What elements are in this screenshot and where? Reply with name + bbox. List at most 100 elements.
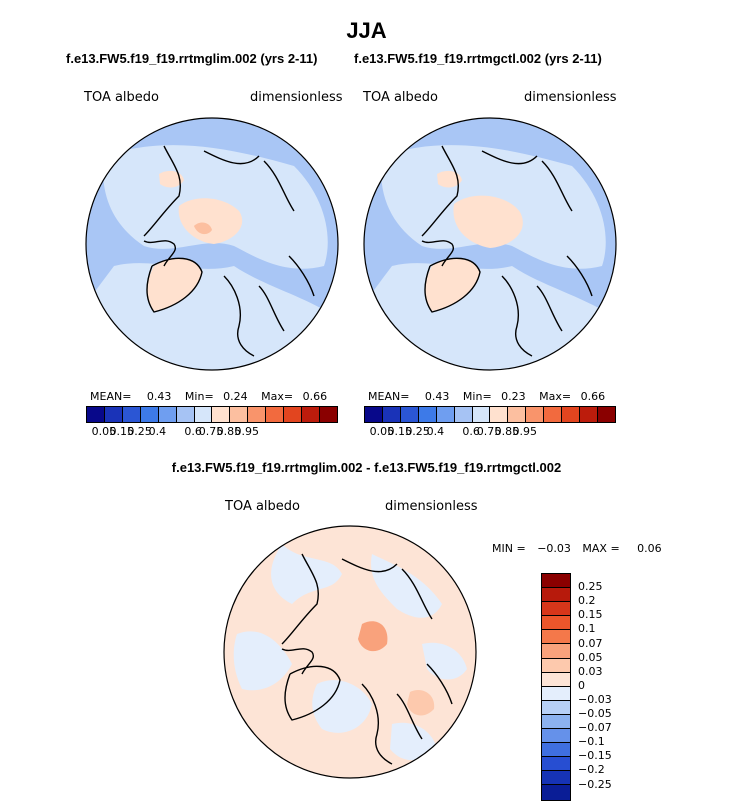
colorbar-label: −0.1 [578,735,605,749]
colorbar-swatch [542,686,570,701]
colorbar-label: 0.2 [578,594,596,608]
colorbar-label: 0.15 [387,425,412,438]
diff-polar-map [223,525,477,779]
left-variable-label: TOA albedo [84,90,160,105]
colorbar-swatch [365,407,383,422]
colorbar-label: 0.85 [494,425,520,438]
colorbar-swatch [436,407,455,422]
greenland-fill [425,258,480,311]
max-label: MAX = [582,542,620,555]
min-value: −0.03 [537,542,571,555]
colorbar-swatch [544,407,563,422]
colorbar-label: 0.4 [426,425,445,438]
colorbar-label: 0.25 [127,425,152,438]
region-fill [271,544,342,604]
region-fill [233,631,292,691]
colorbar-swatch [542,729,570,744]
right-colorbar-labels: 0.05 0.15 0.25 0.4 0.6 0.75 0.85 0.95 [364,425,614,439]
max-label: Max= [539,390,572,403]
max-value: 0.66 [302,390,328,403]
diff-stats: MIN = −0.03 MAX = 0.06 [492,542,662,555]
colorbar-label: 0.25 [405,425,430,438]
colorbar-swatch [302,407,320,422]
left-polar-map [85,117,339,371]
colorbar-swatch [382,407,401,422]
max-value: 0.06 [637,542,662,555]
diff-variable-label: TOA albedo [225,499,301,514]
colorbar-swatch [542,771,570,786]
colorbar-label: −0.15 [578,749,612,763]
colorbar-swatch [472,407,491,422]
colorbar-swatch [542,714,570,730]
right-variable-label: TOA albedo [363,90,439,105]
colorbar-swatch [230,407,249,422]
right-polar-map [363,117,617,371]
colorbar-label: 0.95 [234,425,259,438]
colorbar-label: 0.05 [91,425,117,438]
left-colorbar [86,406,338,423]
colorbar-swatch [284,407,303,422]
colorbar-swatch [542,602,570,617]
colorbar-label: −0.03 [578,692,612,706]
coastline [281,553,453,765]
arctic-ocean-fill [453,195,523,248]
colorbar-label: −0.2 [578,763,605,777]
diff-panel-title: f.e13.FW5.f19_f19.rrtmglim.002 - f.e13.F… [171,460,562,475]
colorbar-label: −0.05 [578,707,612,720]
colorbar-swatch [542,644,570,659]
colorbar-swatch [400,407,419,422]
colorbar-swatch [542,574,570,589]
anomaly-fill [358,621,388,652]
colorbar-swatch [194,407,213,422]
mean-label: MEAN= [368,390,410,403]
right-colorbar [364,406,616,423]
right-units-label: dimensionless [524,90,617,105]
colorbar-label: 0.75 [198,425,224,438]
colorbar-swatch [542,616,570,631]
colorbar-label: 0.6 [462,425,480,438]
colorbar-label: 0.07 [578,636,603,650]
colorbar-label: 0.05 [578,650,603,664]
map-border [223,525,477,779]
min-label: Min= [184,390,214,403]
colorbar-label: 0.25 [578,580,603,594]
region-fill [159,170,184,188]
min-value: 0.23 [501,390,526,403]
region-fill [437,170,462,188]
colorbar-swatch [542,700,570,715]
colorbar-swatch [508,407,527,422]
colorbar-swatch [542,743,570,758]
map-border [363,117,617,371]
colorbar-swatch [319,407,337,422]
colorbar-label: 0.05 [369,425,395,438]
right-panel-title: f.e13.FW5.f19_f19.rrtmgctl.002 (yrs 2-11… [354,51,602,66]
left-units-label: dimensionless [250,90,343,105]
colorbar-swatch [176,407,195,422]
coastline [421,145,593,357]
colorbar-label: 0.4 [148,425,167,438]
colorbar-swatch [104,407,123,422]
left-colorbar-labels: 0.05 0.15 0.25 0.4 0.6 0.75 0.85 0.95 [86,425,336,439]
colorbar-swatch [542,757,570,772]
colorbar-label: −0.25 [578,777,612,791]
arctic-ocean-fill [178,198,243,244]
map-border [85,117,339,371]
colorbar-swatch [418,407,437,422]
colorbar-label: 0.15 [109,425,134,438]
colorbar-swatch [562,407,581,422]
colorbar-label: 0.75 [476,425,502,438]
diff-units-label: dimensionless [385,499,478,514]
colorbar-swatch [454,407,473,422]
colorbar-swatch [158,407,177,422]
colorbar-label: 0.6 [184,425,202,438]
colorbar-label: −0.07 [578,721,612,735]
colorbar-label: 0.1 [578,622,596,636]
colorbar-label: 0.95 [512,425,537,438]
mean-value: 0.43 [146,390,172,403]
colorbar-swatch [580,407,598,422]
colorbar-swatch [122,407,141,422]
diff-colorbar [541,573,571,801]
colorbar-swatch [542,588,570,603]
colorbar-swatch [597,407,615,422]
colorbar-swatch [526,407,545,422]
